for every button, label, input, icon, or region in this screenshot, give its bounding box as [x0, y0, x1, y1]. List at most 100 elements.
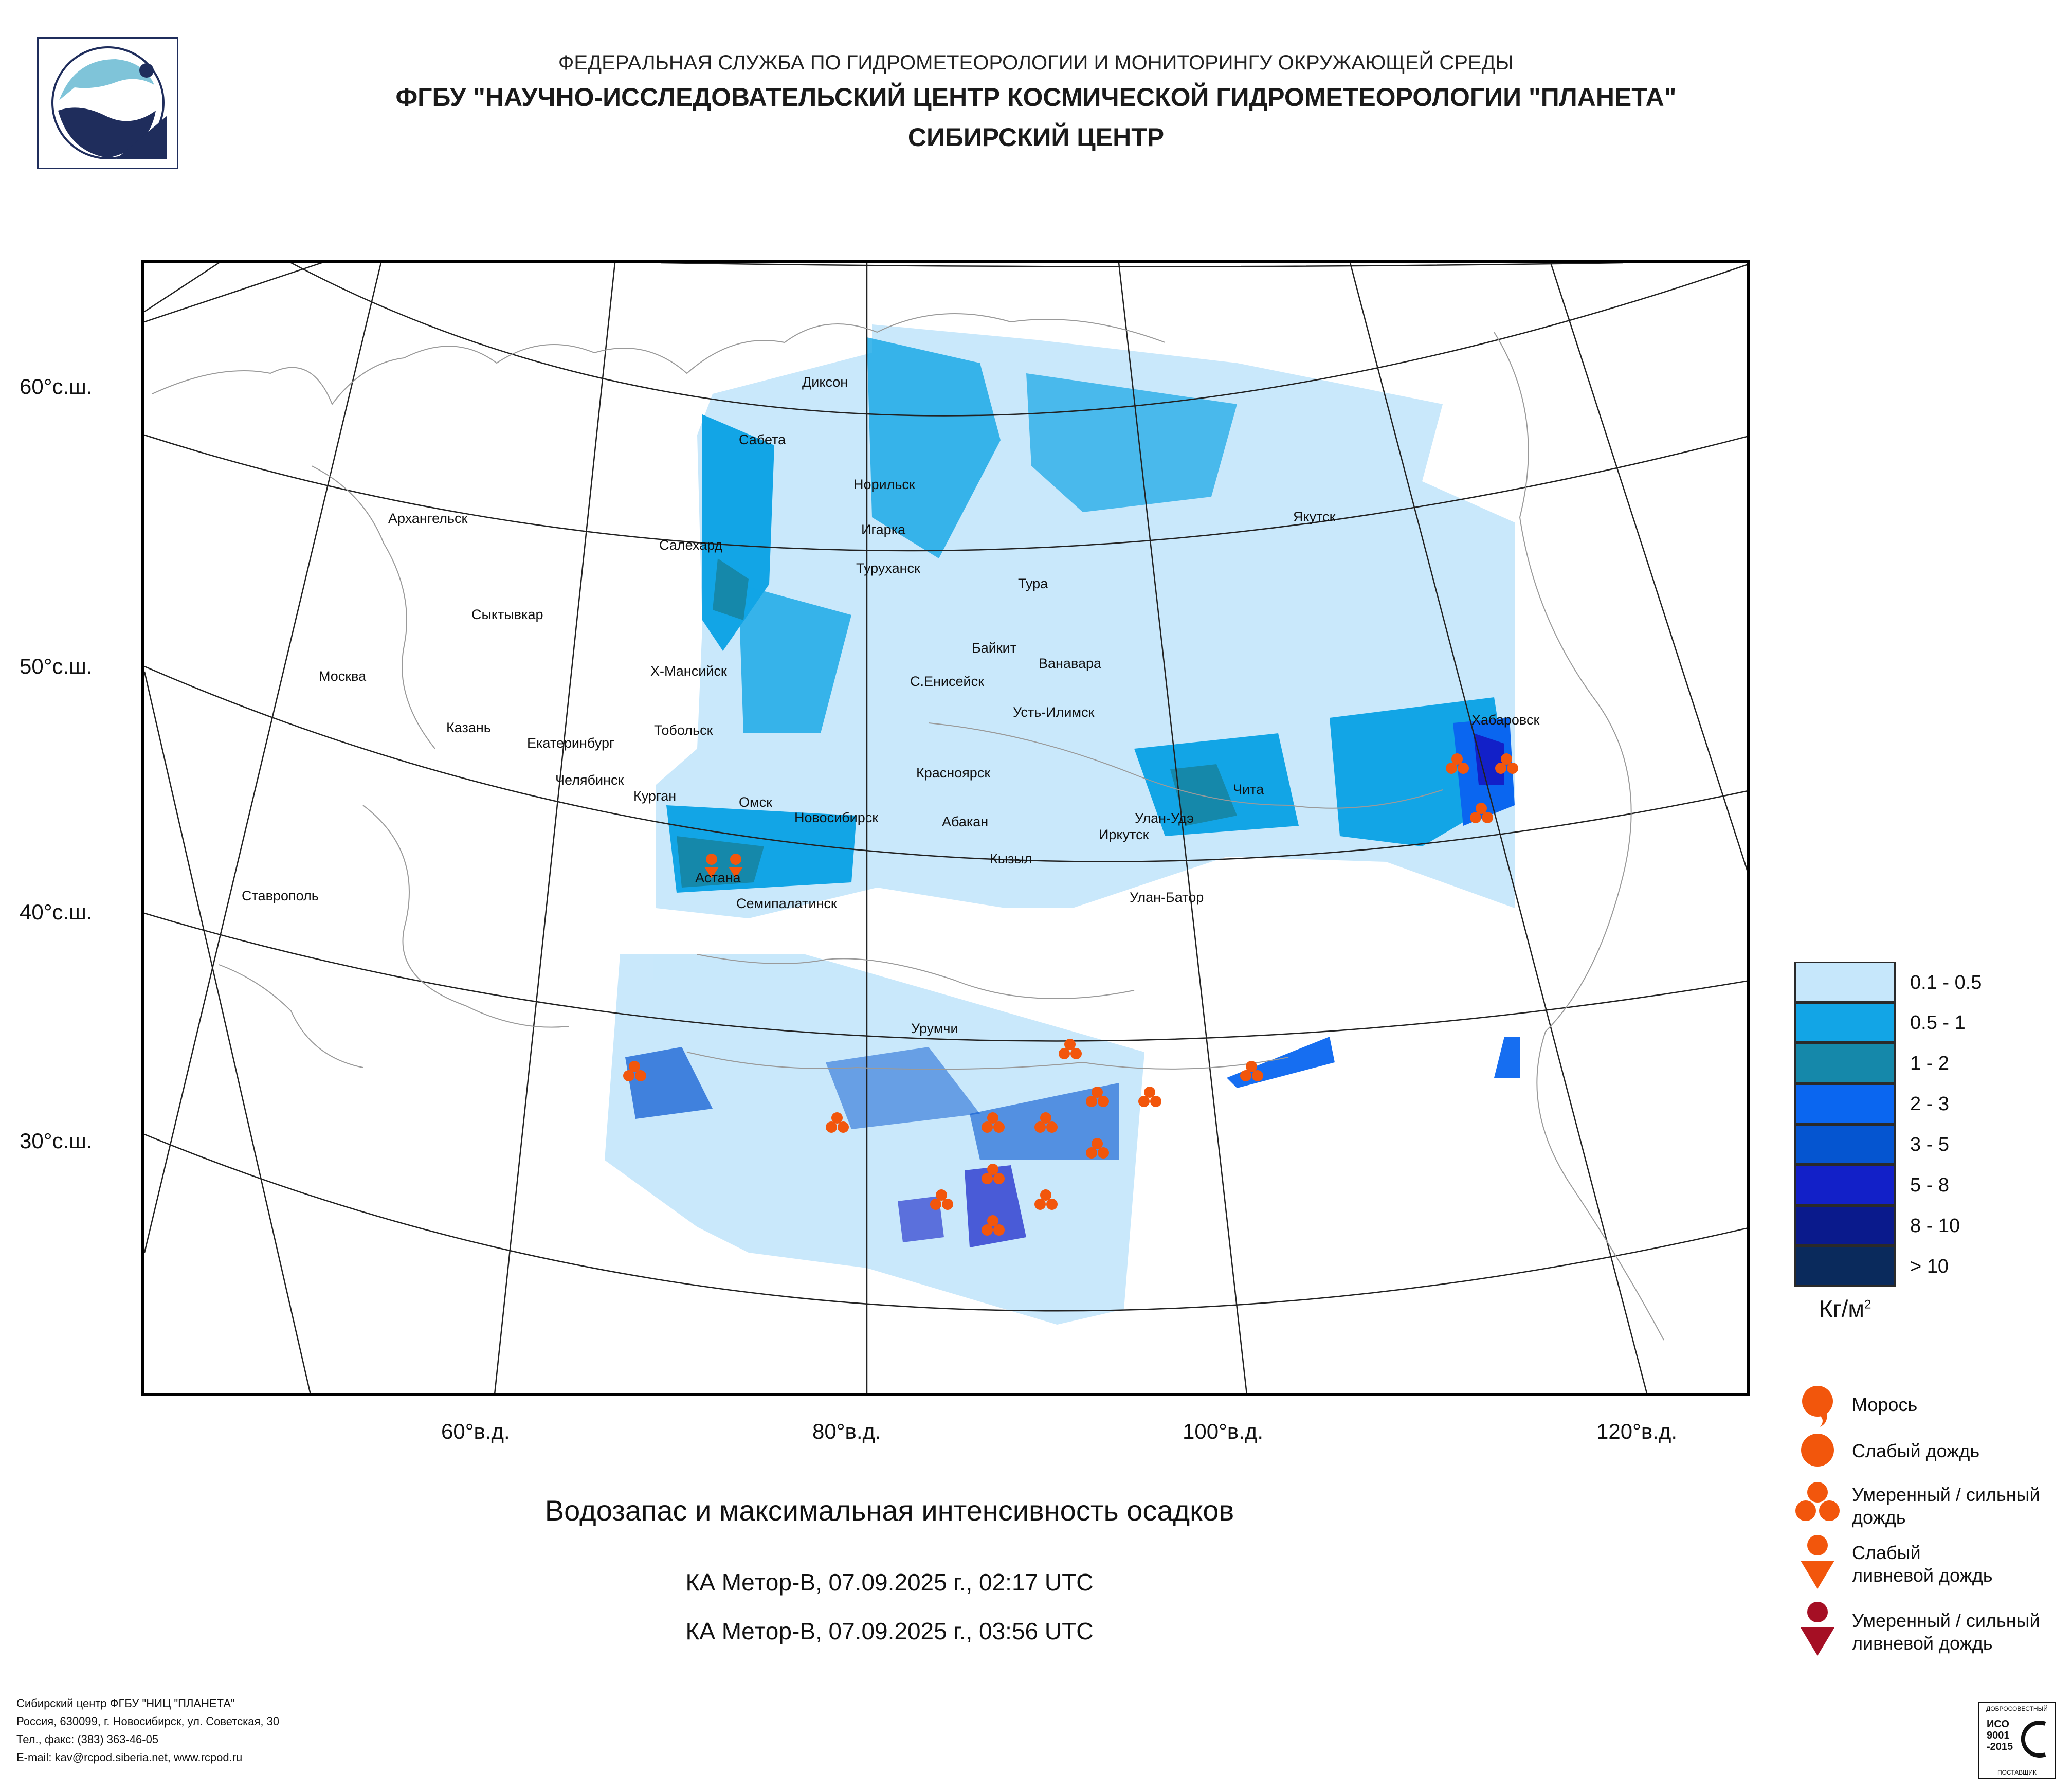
rain-cluster	[982, 1112, 1005, 1133]
rain-cluster	[1086, 1087, 1109, 1107]
city-label: Диксон	[802, 374, 848, 390]
lat-label: 30°с.ш.	[20, 1129, 93, 1153]
city-label: Омск	[739, 794, 772, 810]
legend-units: Кг/м2	[1819, 1295, 1871, 1322]
rain-cluster	[1138, 1087, 1161, 1107]
city-label: Курган	[633, 788, 677, 804]
city-label: Улан-Батор	[1130, 890, 1204, 905]
rain-cluster	[1034, 1112, 1058, 1133]
city-label: Челябинск	[555, 772, 624, 788]
city-label: С.Енисейск	[910, 674, 984, 689]
lat-label: 40°с.ш.	[20, 900, 93, 924]
rain-cluster	[1446, 753, 1469, 774]
rain-cluster	[1059, 1039, 1082, 1059]
legend-symbol-label: Слабый дождь	[1852, 1440, 1980, 1461]
city-label: Хабаровск	[1471, 712, 1540, 728]
rain-cluster	[1495, 753, 1518, 774]
city-label: Тобольск	[654, 722, 713, 738]
city-label: Ставрополь	[242, 888, 319, 903]
city-label: Байкит	[972, 640, 1017, 656]
city-label: Улан-Удэ	[1135, 810, 1194, 826]
city-label: Иркутск	[1099, 827, 1149, 842]
map-caption: Водозапас и максимальная интенсивность о…	[544, 1494, 1234, 1527]
lon-label: 80°в.д.	[812, 1419, 881, 1443]
rain-cluster	[826, 1112, 849, 1133]
legend-label: 0.5 - 1	[1910, 1012, 1966, 1034]
map-frame	[141, 260, 1750, 1396]
header-center: СИБИРСКИЙ ЦЕНТР	[907, 123, 1165, 152]
rain-cluster	[1470, 803, 1493, 823]
satellite-pass: КА Meтop-B, 07.09.2025 г., 02:17 UTC	[685, 1569, 1094, 1596]
city-label: Астана	[695, 870, 741, 885]
shower-symbol	[729, 854, 743, 878]
legend-swatch-3	[1794, 1083, 1896, 1124]
city-label: Чита	[1233, 782, 1264, 797]
city-label: Новосибирск	[794, 810, 879, 825]
city-label: Урумчи	[911, 1021, 958, 1036]
rain-cluster	[1086, 1138, 1109, 1159]
city-label: Екатеринбург	[527, 735, 614, 751]
legend-label: > 10	[1910, 1256, 1949, 1277]
heavy-shower-icon	[1801, 1602, 1834, 1656]
water-content-swath	[605, 324, 1520, 1325]
lon-label: 60°в.д.	[441, 1419, 510, 1443]
precip-symbols	[623, 753, 1518, 1236]
graticule	[144, 263, 1747, 1393]
drizzle-icon	[1802, 1386, 1833, 1427]
legend-swatch-0	[1794, 962, 1896, 1002]
city-label: Сыктывкар	[471, 607, 543, 622]
city-label: Ванавара	[1039, 656, 1102, 671]
city-label: Семипалатинск	[736, 896, 837, 911]
rain-cluster	[1240, 1061, 1263, 1081]
legend-swatch-2	[1794, 1043, 1896, 1083]
legend-label: 0.1 - 0.5	[1910, 972, 1982, 993]
footer-line: Сибирский центр ФГБУ "НИЦ "ПЛАНЕТА"	[16, 1697, 235, 1710]
iso-badge-text: ИСО 9001 -2015	[1987, 1718, 2013, 1752]
legend-label: 3 - 5	[1910, 1134, 1950, 1155]
header-agency: ФЕДЕРАЛЬНАЯ СЛУЖБА ПО ГИДРОМЕТЕОРОЛОГИИ …	[558, 51, 1514, 74]
legend-swatch-6	[1794, 1205, 1896, 1246]
iso-arc-icon	[2021, 1721, 2046, 1758]
city-label: Якутск	[1293, 509, 1336, 524]
lon-label: 120°в.д.	[1596, 1419, 1678, 1443]
legend-swatch-1	[1794, 1002, 1896, 1043]
iso-certification-badge: ДОБРОСОВЕСТНЫЙ ИСО 9001 -2015 ПОСТАВЩИК	[1978, 1702, 2056, 1779]
iso-badge-top: ДОБРОСОВЕСТНЫЙ	[1986, 1705, 2048, 1712]
map-canvas	[144, 263, 1747, 1393]
city-label: Кызыл	[990, 851, 1032, 866]
city-label: Красноярск	[916, 765, 991, 781]
city-label: Тура	[1018, 576, 1048, 591]
city-label: Х-Мансийск	[650, 663, 727, 679]
city-label: Абакан	[942, 814, 989, 829]
city-label: Казань	[446, 720, 491, 735]
light-rain-icon	[1801, 1434, 1834, 1467]
city-label: Сабета	[739, 432, 786, 447]
legend-symbol-label: Морось	[1852, 1394, 1918, 1415]
legend-swatch-7	[1794, 1246, 1896, 1287]
lat-label: 50°с.ш.	[20, 654, 93, 678]
rain-cluster	[930, 1189, 953, 1210]
legend-label: 2 - 3	[1910, 1093, 1950, 1115]
city-label: Салехард	[659, 537, 723, 553]
legend-label: 5 - 8	[1910, 1174, 1950, 1196]
shower-symbol	[704, 854, 719, 878]
city-label: Туруханск	[856, 560, 920, 576]
city-label: Усть-Илимск	[1013, 704, 1095, 720]
rain-cluster	[982, 1215, 1005, 1236]
organization-logo	[37, 37, 178, 169]
footer-line: E-mail: kav@rcpod.siberia.net, www.rcpod…	[16, 1751, 243, 1764]
water-content-heavy	[625, 337, 1515, 1247]
coastlines	[152, 313, 1664, 1341]
footer-line: Тел., факс: (383) 363-46-05	[16, 1733, 159, 1746]
precip-symbol-legend	[1795, 1386, 1840, 1656]
city-label: Норильск	[853, 477, 915, 492]
legend-symbol-label: Умеренный / сильный дождь	[1852, 1484, 2040, 1528]
legend-label: 8 - 10	[1910, 1215, 1960, 1237]
city-label: Игарка	[861, 522, 906, 537]
footer-line: Россия, 630099, г. Новосибирск, ул. Сове…	[16, 1715, 280, 1728]
legend-label: 1 - 2	[1910, 1053, 1950, 1074]
legend-symbol-label: Умеренный / сильный ливневой дождь	[1852, 1610, 2040, 1654]
rain-cluster	[623, 1061, 646, 1081]
rain-cluster	[1034, 1189, 1058, 1210]
legend-swatch-4	[1794, 1124, 1896, 1165]
